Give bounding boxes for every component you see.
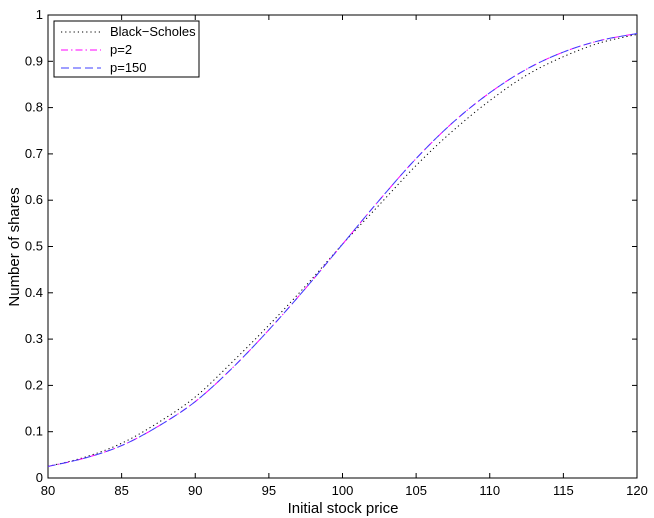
plot-area xyxy=(47,14,638,479)
legend-label-1: p=2 xyxy=(110,42,132,57)
y-tick-label: 0.5 xyxy=(25,239,43,254)
legend-label-0: Black−Scholes xyxy=(110,24,196,39)
y-axis-label: Number of shares xyxy=(6,187,23,306)
legend-label-2: p=150 xyxy=(110,60,147,75)
legend: Black−Scholes p=2 p=150 xyxy=(53,20,200,78)
y-tick-label: 1 xyxy=(36,7,43,22)
x-tick-label: 110 xyxy=(479,483,500,498)
series-line-2 xyxy=(47,33,638,467)
x-tick-label: 80 xyxy=(41,483,55,498)
x-axis-label: Initial stock price xyxy=(288,500,399,517)
y-tick-label: 0.7 xyxy=(25,146,43,161)
y-tick-label: 0 xyxy=(36,470,43,485)
y-tick-label: 0.2 xyxy=(25,377,43,392)
ticks-layer: 80 85 90 95 100 105 110 115 120 0 0.1 0.2 0.3 0.4 0.5 0… xyxy=(25,7,648,498)
y-tick-label: 0.1 xyxy=(25,424,43,439)
y-tick-label: 0.4 xyxy=(25,285,43,300)
y-tick-label: 0.9 xyxy=(25,53,43,68)
x-tick-label: 85 xyxy=(114,483,128,498)
x-tick-label: 100 xyxy=(332,483,354,498)
y-tick-label: 0.6 xyxy=(25,192,43,207)
series-layer xyxy=(47,33,638,467)
x-tick-label: 90 xyxy=(188,483,202,498)
x-tick-label: 105 xyxy=(405,483,427,498)
y-tick-label: 0.8 xyxy=(25,100,43,115)
x-tick-label: 115 xyxy=(553,483,574,498)
y-tick-label: 0.3 xyxy=(25,331,43,346)
axes-frame xyxy=(47,14,638,479)
x-tick-label: 95 xyxy=(262,483,276,498)
x-tick-label: 120 xyxy=(626,483,648,498)
